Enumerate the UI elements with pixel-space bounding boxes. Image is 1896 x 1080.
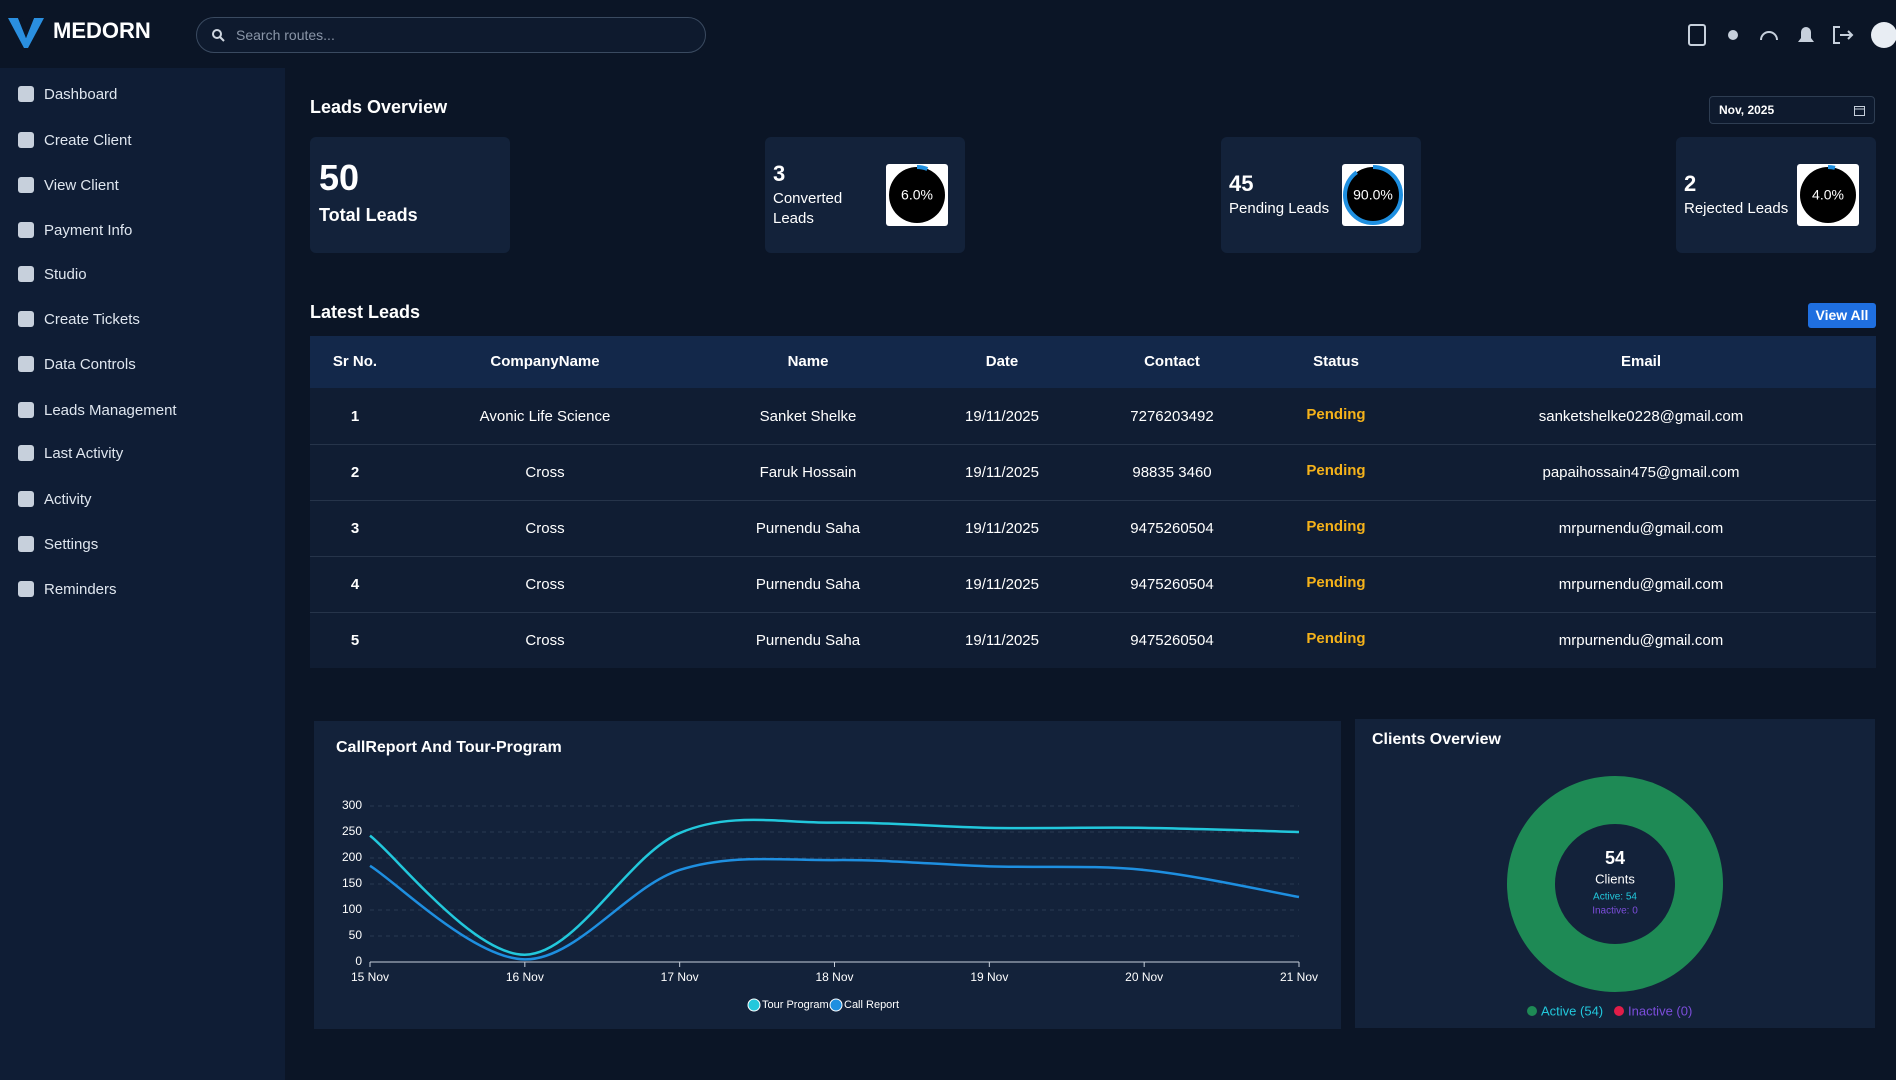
donut-detail: Active: 54 bbox=[1593, 892, 1637, 903]
legend-label: Inactive (0) bbox=[1628, 1003, 1692, 1018]
donut-detail: Inactive: 0 bbox=[1592, 906, 1638, 917]
chart-title: Clients Overview bbox=[1372, 731, 1502, 748]
donut-total: 54 bbox=[1605, 848, 1625, 868]
legend-label: Active (54) bbox=[1541, 1003, 1603, 1018]
legend-marker bbox=[1527, 1006, 1537, 1016]
legend-marker bbox=[1614, 1006, 1624, 1016]
donut-total-label: Clients bbox=[1595, 871, 1635, 886]
